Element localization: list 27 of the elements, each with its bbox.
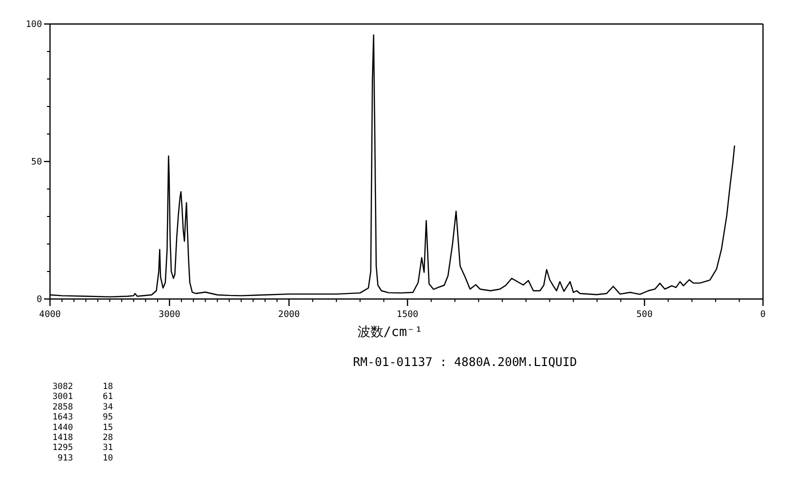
x-tick-label: 500 [636,310,653,320]
text: 913 [58,453,73,464]
text: 2858 [52,402,73,412]
x-tick-label: 2000 [278,310,300,320]
text: 3082 [52,382,73,392]
text: 1440 [52,422,73,433]
text: 1643 [52,412,73,423]
text: 95 [102,412,113,423]
x-tick-label: 4000 [39,310,61,320]
x-tick-label: 0 [760,310,766,320]
text: 1418 [52,433,73,443]
text: 3001 [52,392,73,402]
text: 18 [102,382,113,392]
y-tick-label: 0 [36,295,42,305]
text: 1295 [52,443,73,454]
text: 10 [102,453,113,464]
y-tick-label: 50 [31,158,42,168]
x-tick-label: 3000 [158,310,180,320]
text: 61 [102,392,113,402]
text: 15 [102,422,113,433]
y-tick-label: 100 [26,20,42,30]
text: 28 [102,433,113,443]
x-axis-title: 波数/cm⁻¹ [357,325,423,340]
text: RM-01-01137 : 4880A.200M.LIQUID [353,355,577,369]
x-tick-label: 1500 [396,310,418,320]
text: 31 [102,443,113,454]
text: 34 [102,402,113,412]
